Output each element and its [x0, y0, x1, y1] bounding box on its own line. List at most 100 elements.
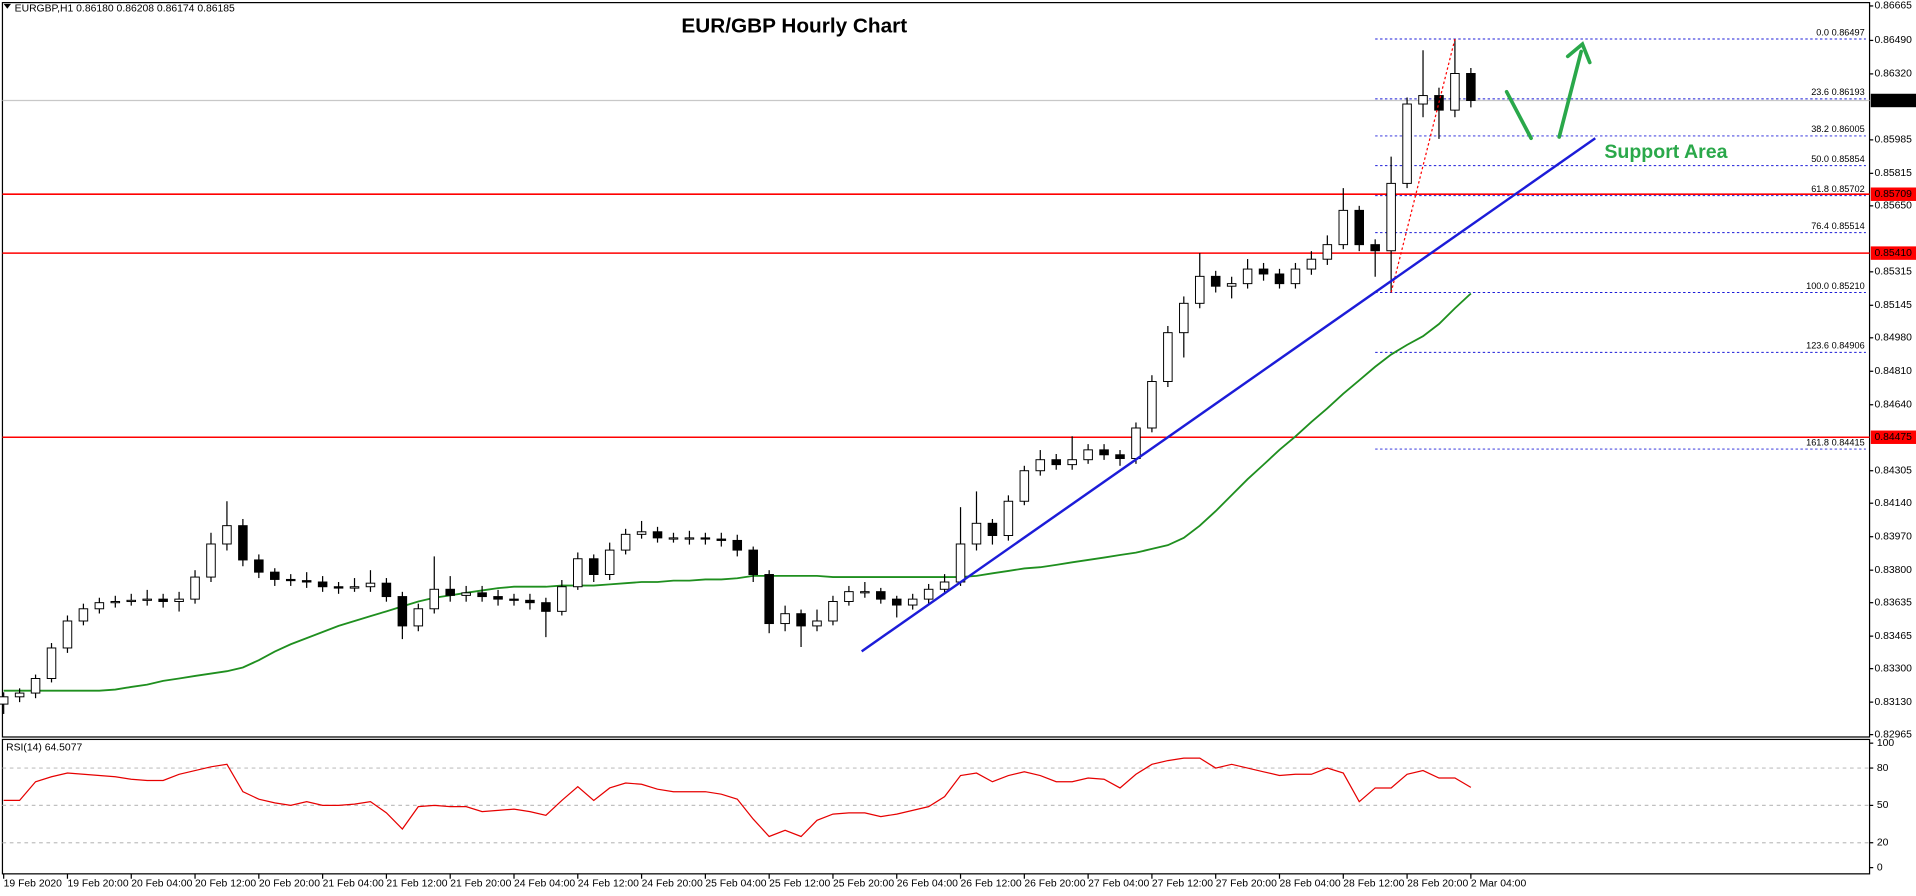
fib-label: 50.0 0.85854	[1811, 154, 1864, 164]
arrow-down	[1504, 89, 1533, 141]
candle-body	[588, 558, 599, 576]
candle-body	[907, 598, 918, 606]
candle-body	[238, 525, 248, 561]
level-label-box	[1870, 187, 1916, 201]
x-tick-label: 25 Feb 20:00	[833, 878, 894, 889]
candle-body	[1402, 103, 1412, 184]
y-tick-label: 0.83465	[1874, 631, 1912, 642]
rsi-label: RSI(14) 64.5077	[6, 743, 82, 754]
x-tick-label: 20 Feb 04:00	[131, 878, 192, 889]
candle-body	[1051, 459, 1061, 466]
candle-body	[1370, 244, 1380, 252]
y-tick-label: 0.83800	[1874, 565, 1912, 576]
candle-body	[1163, 332, 1173, 383]
candle-body	[1083, 449, 1093, 461]
candle-body	[397, 596, 408, 627]
level-label: 0.85709	[1874, 189, 1912, 200]
arrows	[1504, 41, 1592, 141]
candle-body	[1115, 454, 1125, 460]
level-label: 0.85410	[1874, 248, 1912, 259]
arrow-up	[1557, 49, 1584, 139]
rsi-line	[3, 757, 1472, 838]
candle-body	[365, 582, 376, 588]
candle-body	[190, 576, 200, 600]
candle-body	[525, 599, 535, 604]
annotation: Support Area	[1604, 141, 1727, 163]
candle-body	[812, 620, 822, 627]
x-tick-label: 27 Feb 12:00	[1152, 878, 1213, 889]
y-tick-label: 0.83300	[1874, 663, 1912, 674]
x-tick-label: 21 Feb 04:00	[323, 878, 384, 889]
x-tick-label: 19 Feb 2020	[4, 878, 62, 889]
candle-body	[270, 571, 280, 580]
candle-body	[1386, 182, 1396, 252]
x-tick-label: 2 Mar 04:00	[1471, 878, 1527, 889]
candle-body	[429, 588, 440, 610]
candle-body	[1067, 459, 1077, 466]
candle-body	[636, 531, 647, 535]
candle-body	[413, 608, 424, 627]
candle-body	[764, 574, 774, 625]
candle-body	[30, 678, 41, 694]
y-tick-label: 0.83635	[1874, 597, 1912, 608]
y-tick-label: 0.85315	[1874, 267, 1912, 278]
candle-body	[461, 592, 471, 596]
y-tick-label: 0.86665	[1874, 1, 1912, 12]
candle-body	[1194, 275, 1205, 304]
candle-body	[844, 591, 854, 602]
trendline	[860, 137, 1596, 653]
candle-body	[1450, 73, 1460, 111]
rsi-tick-label: 100	[1877, 738, 1895, 749]
candle-body	[860, 591, 870, 594]
candle-body	[509, 598, 519, 601]
fib-label: 38.2 0.86005	[1811, 124, 1864, 134]
y-tick-label: 0.86320	[1874, 69, 1912, 80]
y-tick-label: 0.82965	[1874, 729, 1912, 740]
candle-body	[445, 588, 455, 596]
x-tick-label: 24 Feb 04:00	[514, 878, 575, 889]
candle-body	[557, 586, 567, 612]
candle-body	[573, 558, 583, 588]
candle-body	[1035, 459, 1046, 472]
candle-body	[1338, 209, 1349, 246]
candle-body	[0, 696, 9, 705]
candle-body	[1147, 381, 1157, 429]
candle-body	[1258, 268, 1269, 275]
candle-body	[206, 543, 216, 578]
menu-triangle	[3, 3, 11, 9]
x-tick-label: 26 Feb 04:00	[897, 878, 958, 889]
candle-body	[1242, 268, 1253, 285]
candle-body	[78, 608, 89, 622]
x-tick-label: 25 Feb 04:00	[705, 878, 766, 889]
y-tick-label: 0.83130	[1874, 697, 1912, 708]
candle-body	[1306, 258, 1317, 270]
x-tick-label: 20 Feb 20:00	[259, 878, 320, 889]
candle-body	[1354, 209, 1365, 246]
fib-label: 76.4 0.85514	[1811, 221, 1864, 231]
x-tick-label: 24 Feb 12:00	[578, 878, 639, 889]
candle-body	[1099, 449, 1109, 456]
candle-body	[1466, 73, 1476, 101]
x-tick-label: 24 Feb 20:00	[642, 878, 703, 889]
x-tick-label: 21 Feb 20:00	[450, 878, 511, 889]
candle-body	[1418, 95, 1428, 105]
candle-body	[317, 581, 328, 588]
rsi-tick-label: 50	[1877, 800, 1889, 811]
candle-body	[987, 522, 998, 537]
candle-body	[381, 582, 392, 598]
fib-label: 23.6 0.86193	[1811, 87, 1864, 97]
candle-body	[939, 581, 950, 590]
level-label-box	[1870, 430, 1916, 444]
main-pane-frame	[1, 1, 1871, 738]
x-tick-label: 28 Feb 04:00	[1279, 878, 1340, 889]
y-tick-label: 0.84810	[1874, 366, 1912, 377]
x-tick-label: 28 Feb 20:00	[1407, 878, 1468, 889]
candle-body	[1003, 500, 1014, 537]
candle-body	[604, 549, 615, 576]
level-label-box	[1870, 246, 1916, 260]
y-tick-label: 0.85650	[1874, 201, 1912, 212]
x-tick-label: 26 Feb 12:00	[961, 878, 1022, 889]
candle-body	[142, 598, 152, 601]
